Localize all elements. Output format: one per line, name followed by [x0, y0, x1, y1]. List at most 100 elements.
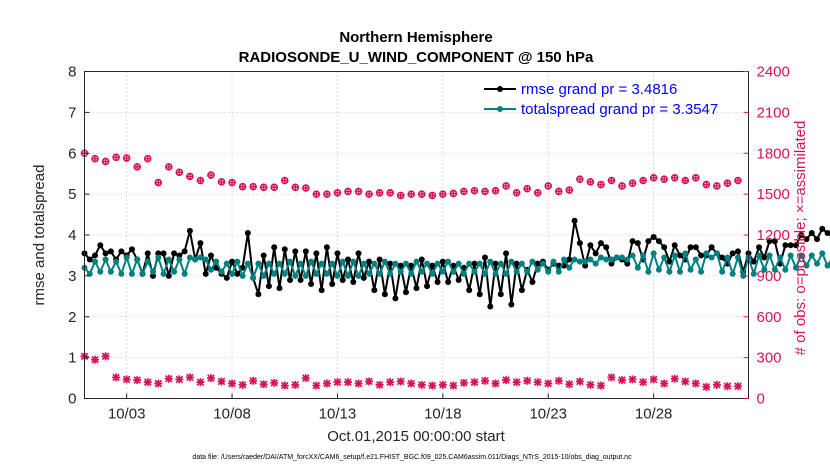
totalspread-point [107, 268, 114, 275]
chart-legend: rmse grand pr = 3.4816 totalspread grand … [484, 81, 718, 118]
totalspread-point [671, 252, 678, 259]
totalspread-point [803, 262, 810, 269]
totalspread-point [508, 258, 515, 265]
obs-assimilated-point [702, 382, 711, 391]
totalspread-point [703, 250, 710, 257]
totalspread-point [624, 256, 631, 263]
rmse-point [202, 270, 209, 277]
totalspread-point [313, 270, 320, 277]
x-tick-label: 10/13 [319, 406, 357, 423]
y-tick-label-left: 6 [68, 145, 76, 162]
grid-lines [84, 71, 749, 399]
rmse-point [144, 250, 151, 257]
rmse-point [445, 279, 452, 286]
totalspread-point [724, 254, 731, 261]
totalspread-point [766, 252, 773, 259]
obs-assimilated-point [312, 381, 321, 390]
rmse-point [366, 258, 373, 265]
totalspread-point [223, 260, 230, 267]
obs-assimilated-point [449, 381, 458, 390]
obs-possible-point-cross [639, 176, 647, 185]
obs-possible-point-cross [312, 190, 320, 198]
obs-possible-point-cross [154, 178, 162, 187]
obs-possible-point-cross [723, 179, 732, 187]
obs-assimilated-point [628, 375, 637, 384]
obs-assimilated-point [681, 377, 690, 386]
rmse-point [645, 238, 652, 245]
totalspread-point [645, 268, 652, 275]
rmse-point [292, 248, 299, 255]
rmse-point [308, 281, 315, 288]
rmse-point [650, 234, 657, 241]
chart-title: Northern Hemisphere [339, 29, 492, 46]
rmse-point [814, 236, 821, 243]
rmse-point [508, 301, 515, 308]
obs-assimilated-point [533, 378, 542, 387]
rmse-point [302, 248, 309, 255]
totalspread-point [344, 272, 351, 279]
totalspread-point [824, 262, 830, 269]
rmse-point [281, 246, 288, 253]
totalspread-point [260, 272, 267, 279]
rmse-point [439, 258, 446, 265]
rmse-point [655, 238, 662, 245]
totalspread-point [250, 274, 257, 281]
obs-possible-point-cross [133, 163, 141, 171]
rmse-point [534, 260, 541, 267]
obs-possible-point-cross [597, 180, 605, 189]
rmse-point [371, 287, 378, 294]
rmse-point [402, 289, 409, 296]
x-tick-label: 10/08 [213, 406, 251, 423]
obs-possible-point-cross [565, 186, 573, 194]
obs-assimilated-point [723, 382, 732, 391]
obs-possible-point-cross [523, 185, 531, 193]
obs-possible-point-cross [123, 154, 131, 162]
rmse-point [571, 217, 578, 224]
obs-possible-point-cross [260, 183, 268, 191]
totalspread-point [297, 260, 304, 267]
totalspread-point [202, 256, 209, 263]
rmse-point [92, 252, 99, 259]
rmse-point [360, 274, 367, 281]
rmse-point [287, 276, 294, 283]
totalspread-point [555, 268, 562, 275]
totalspread-point [666, 268, 673, 275]
rmse-point [482, 254, 489, 261]
obs-possible-point-cross [692, 174, 700, 182]
obs-assimilated-point [175, 375, 184, 384]
rmse-point [424, 283, 431, 290]
y-tick-label-left: 2 [68, 309, 76, 326]
totalspread-point [576, 258, 583, 265]
totalspread-point [408, 270, 415, 277]
y-tick-label-right: 1500 [757, 186, 790, 203]
x-tick-label: 10/23 [529, 406, 567, 423]
rmse-point [455, 276, 462, 283]
totalspread-point [360, 260, 367, 267]
totalspread-point [661, 254, 668, 261]
y-tick-label-left: 1 [68, 350, 76, 367]
rmse-point [160, 250, 167, 257]
rmse-point [334, 250, 341, 257]
rmse-point [719, 254, 726, 261]
totalspread-point [771, 266, 778, 273]
obs-assimilated-point [407, 379, 416, 388]
totalspread-point [128, 270, 135, 277]
totalspread-point [798, 252, 805, 259]
obs-assimilated-point [481, 376, 490, 385]
totalspread-point [734, 254, 741, 261]
y-tick-label-right: 600 [757, 309, 782, 326]
rmse-point [223, 274, 230, 281]
obs-possible-point-cross [291, 183, 299, 191]
rmse-point [387, 260, 394, 267]
totalspread-point [518, 260, 525, 267]
obs-possible-point-cross [534, 189, 542, 197]
obs-possible-point-cross [439, 190, 447, 198]
rmse-point [318, 287, 325, 294]
rmse-point [381, 291, 388, 298]
rmse-point [329, 281, 336, 288]
rmse-point [244, 229, 251, 236]
rmse-point [603, 244, 610, 251]
rmse-point [592, 250, 599, 257]
rmse-point [265, 283, 272, 290]
